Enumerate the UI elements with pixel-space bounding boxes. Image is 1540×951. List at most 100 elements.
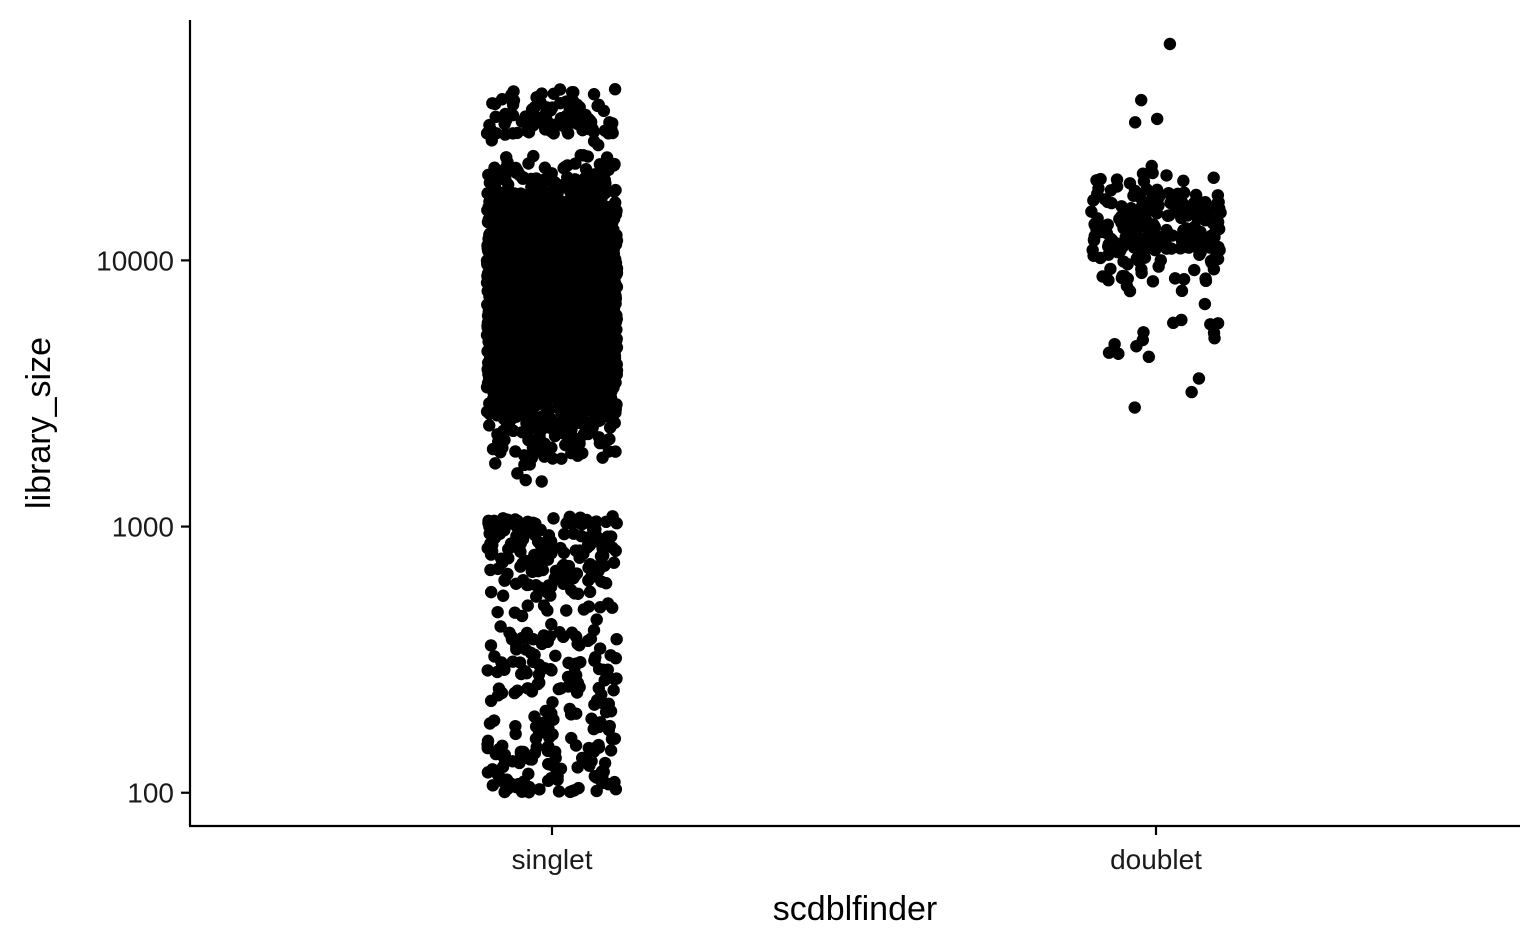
data-point-singlet: [503, 541, 517, 554]
data-point-singlet: [581, 634, 595, 648]
data-point-singlet: [525, 753, 539, 766]
data-point-singlet: [543, 630, 557, 643]
data-point-singlet: [516, 557, 529, 570]
data-point-singlet: [608, 185, 621, 198]
data-point-doublet: [1117, 255, 1130, 268]
data-point-singlet: [581, 755, 594, 769]
data-point-singlet: [539, 704, 552, 718]
data-point-doublet: [1177, 174, 1190, 188]
data-point-singlet: [569, 544, 582, 557]
data-point-singlet: [590, 560, 604, 573]
data-point-singlet: [484, 585, 498, 599]
data-point-singlet: [605, 732, 619, 746]
data-point-doublet: [1115, 216, 1128, 229]
data-point-singlet: [565, 626, 579, 639]
data-point-doublet: [1086, 243, 1099, 257]
data-point-doublet: [1181, 209, 1194, 222]
data-point-doublet: [1199, 205, 1212, 218]
data-point-doublet: [1152, 190, 1166, 204]
data-point-singlet: [600, 350, 613, 363]
data-point-singlet: [547, 512, 560, 525]
data-point-doublet: [1198, 297, 1212, 311]
data-point-doublet: [1136, 248, 1150, 262]
data-point-doublet: [1211, 317, 1225, 330]
data-point-singlet: [577, 196, 591, 210]
data-point-doublet: [1090, 174, 1103, 187]
data-point-singlet: [557, 427, 570, 440]
data-point-singlet: [592, 320, 606, 334]
data-point-singlet: [515, 115, 529, 128]
data-point-singlet: [500, 341, 514, 354]
data-point-singlet: [488, 650, 501, 663]
data-point-singlet: [481, 215, 495, 229]
data-point-doublet: [1112, 347, 1125, 360]
data-point-singlet: [587, 125, 601, 139]
data-point-singlet: [500, 151, 513, 164]
data-point-singlet: [598, 674, 611, 687]
data-point-singlet: [591, 225, 605, 239]
data-point-singlet: [552, 785, 566, 798]
data-point-singlet: [566, 414, 580, 427]
data-point-singlet: [521, 266, 534, 280]
data-point-doublet: [1177, 273, 1191, 286]
data-point-singlet: [522, 433, 535, 447]
data-point-singlet: [536, 725, 550, 739]
data-point-singlet: [519, 205, 533, 218]
data-point-singlet: [511, 164, 524, 178]
data-point-doublet: [1102, 238, 1115, 251]
data-point-singlet: [484, 563, 497, 577]
data-point-singlet: [502, 552, 515, 565]
data-point-singlet: [608, 83, 622, 96]
data-point-singlet: [576, 123, 589, 137]
data-point-singlet: [541, 744, 555, 758]
data-point-singlet: [599, 515, 613, 529]
data-point-singlet: [521, 339, 534, 353]
data-point-singlet: [562, 214, 575, 227]
y-tick-label: 10000: [96, 245, 174, 276]
data-point-singlet: [603, 120, 616, 133]
data-point-singlet: [486, 97, 499, 110]
data-point-singlet: [587, 88, 601, 101]
data-point-singlet: [483, 339, 497, 353]
data-point-singlet: [494, 620, 507, 633]
data-point-singlet: [484, 694, 498, 708]
data-point-doublet: [1207, 171, 1220, 184]
data-point-singlet: [564, 708, 578, 721]
data-point-singlet: [598, 756, 612, 770]
data-point-singlet: [548, 294, 561, 307]
data-point-singlet: [505, 630, 518, 643]
data-point-singlet: [480, 381, 494, 394]
data-point-singlet: [606, 293, 619, 306]
data-point-singlet: [572, 237, 585, 250]
data-point-singlet: [519, 643, 533, 656]
data-point-singlet: [492, 241, 506, 254]
data-point-doublet: [1175, 284, 1189, 298]
data-point-singlet: [534, 308, 547, 321]
data-point-singlet: [577, 214, 591, 227]
data-point-singlet: [483, 419, 496, 432]
data-point-singlet: [563, 510, 576, 524]
data-point-doublet: [1130, 340, 1143, 353]
data-point-singlet: [502, 309, 516, 323]
points-layer: [480, 37, 1227, 799]
data-point-doublet: [1091, 212, 1104, 225]
data-point-singlet: [538, 161, 552, 174]
data-point-singlet: [486, 779, 500, 792]
data-point-singlet: [598, 339, 611, 352]
data-point-singlet: [510, 640, 523, 653]
data-point-singlet: [491, 605, 504, 619]
data-point-singlet: [590, 784, 603, 798]
data-point-singlet: [608, 672, 621, 686]
data-point-doublet: [1163, 37, 1177, 51]
data-point-doublet: [1104, 184, 1118, 197]
data-point-doublet: [1114, 244, 1127, 257]
data-point-singlet: [491, 409, 504, 422]
ticks-layer: 100 1000 10000 singlet doublet: [96, 245, 1202, 875]
data-point-doublet: [1208, 332, 1221, 345]
data-point-singlet: [484, 639, 498, 652]
data-point-singlet: [496, 399, 509, 413]
data-point-singlet: [522, 188, 535, 202]
data-point-singlet: [590, 203, 603, 217]
data-point-singlet: [514, 747, 528, 760]
data-point-singlet: [569, 275, 582, 288]
